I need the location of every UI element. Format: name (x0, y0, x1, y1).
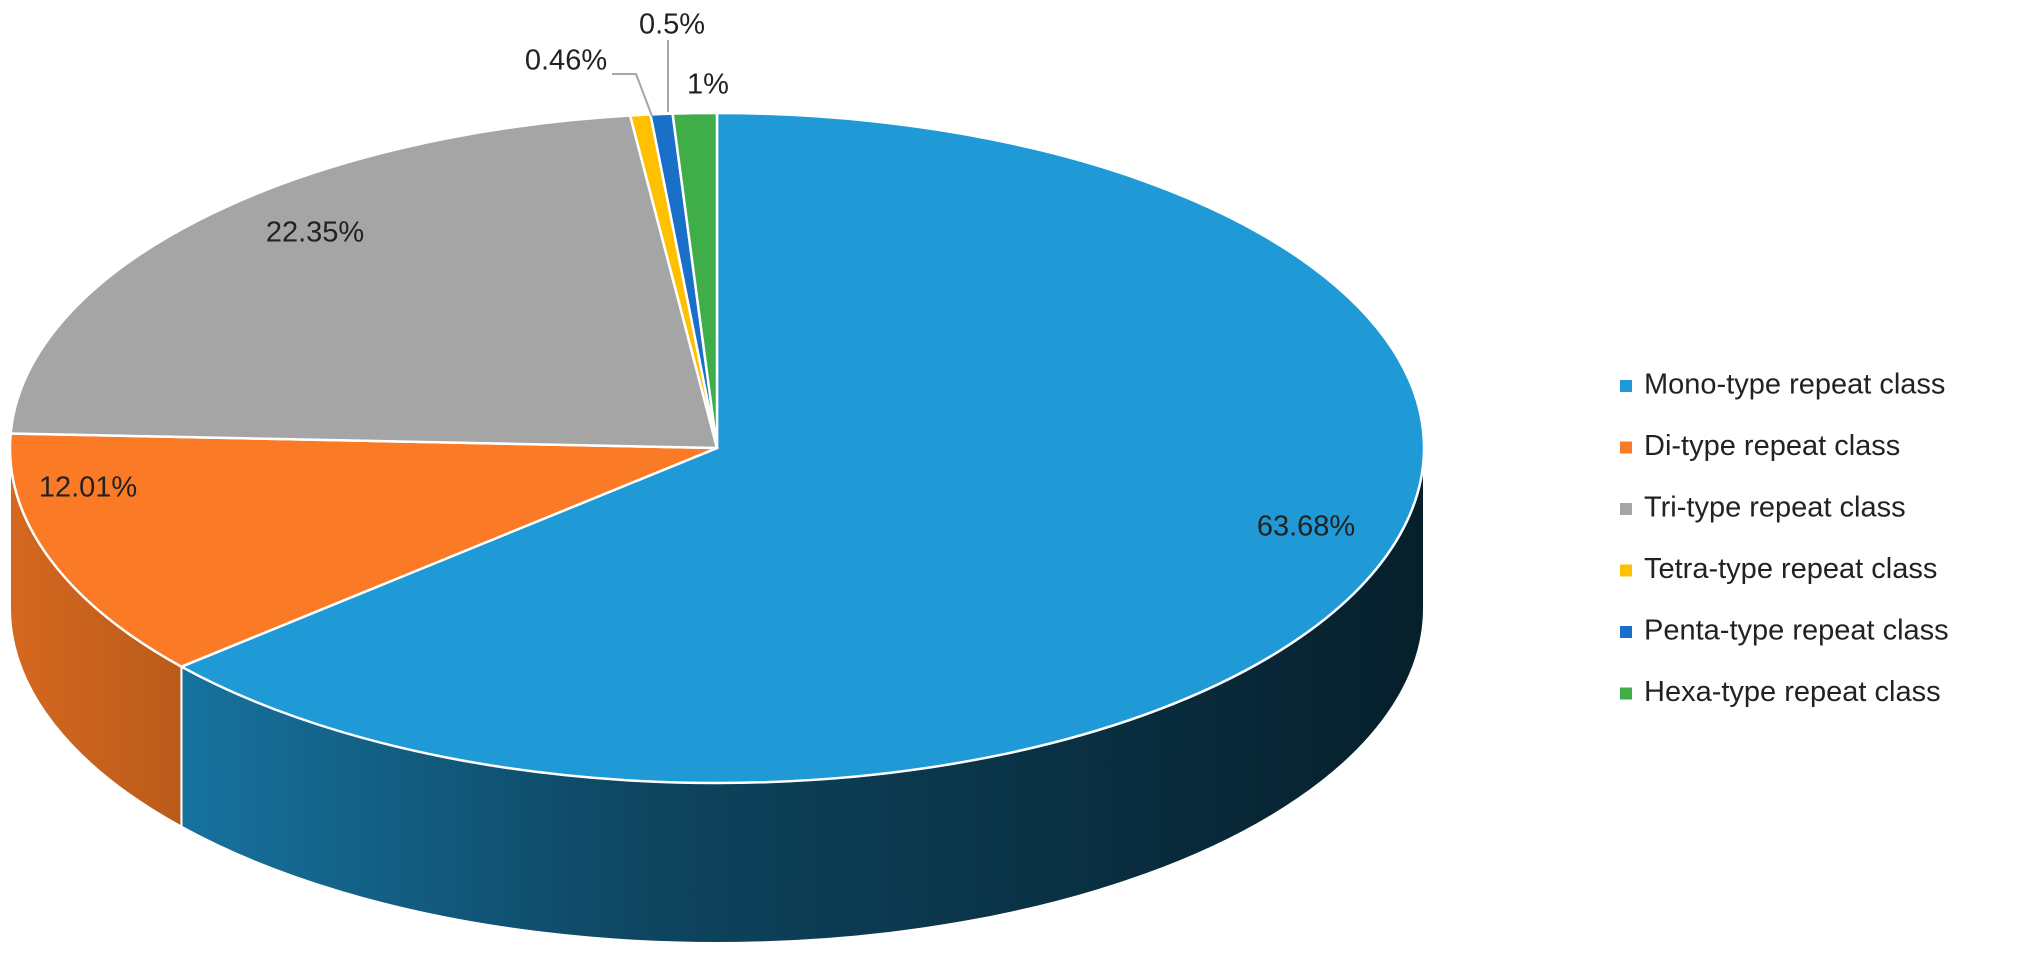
data-label: 22.35% (266, 217, 364, 249)
legend-marker (1620, 626, 1632, 638)
data-label: 1% (687, 69, 729, 101)
slice (9, 114, 719, 450)
slice (8, 432, 718, 669)
legend-marker (1620, 441, 1632, 454)
legend-marker (1620, 564, 1632, 577)
legend-label: Penta-type repeat class (1644, 615, 1949, 647)
data-label: 0.46% (525, 45, 607, 77)
legend-marker (1620, 380, 1632, 392)
slice (671, 111, 719, 449)
legend-label: Di-type repeat class (1644, 430, 1900, 462)
data-label: 12.01% (39, 472, 137, 504)
data-label: 63.68% (1257, 511, 1355, 543)
legend-label: Tetra-type repeat class (1644, 553, 1937, 585)
legend-label: Tri-type repeat class (1644, 492, 1906, 524)
data-label: 0.5% (639, 9, 705, 41)
legend-marker (1620, 503, 1632, 515)
legend-marker (1620, 687, 1632, 700)
slice (178, 111, 1426, 785)
leader-line (612, 73, 653, 117)
legend-label: Hexa-type repeat class (1644, 676, 1941, 708)
legend-label: Mono-type repeat class (1644, 369, 1945, 401)
